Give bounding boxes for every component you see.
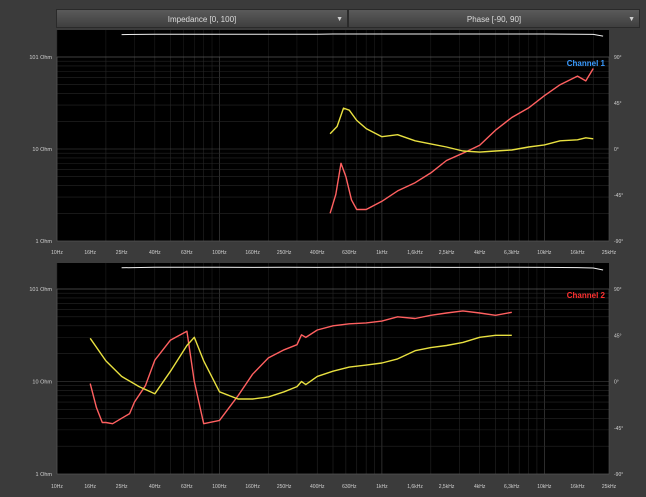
- frequency-tick-label: 25kHz: [602, 250, 617, 256]
- frequency-tick-label: 6,3kHz: [504, 484, 520, 490]
- frequency-tick-label: 16Hz: [84, 250, 96, 256]
- impedance-tick-label: 1 Ohm: [35, 472, 52, 478]
- impedance-tick-label: 10 Ohm: [32, 147, 52, 153]
- phase-dropdown[interactable]: Phase [-90, 90] ▼: [348, 9, 640, 28]
- frequency-tick-label: 250Hz: [277, 484, 292, 490]
- frequency-tick-label: 63Hz: [181, 484, 193, 490]
- frequency-tick-label: 400Hz: [310, 484, 325, 490]
- phase-tick-label: 0°: [614, 147, 619, 153]
- frequency-tick-label: 160Hz: [245, 250, 260, 256]
- impedance-tick-label: 101 Ohm: [29, 55, 52, 61]
- frequency-tick-label: 100Hz: [212, 250, 227, 256]
- plot-frame: [56, 56, 610, 242]
- frequency-tick-label: 40Hz: [149, 250, 161, 256]
- frequency-tick-label: 10kHz: [537, 484, 552, 490]
- phase-tick-label: 45°: [614, 101, 622, 107]
- phase-dropdown-label: Phase [-90, 90]: [466, 15, 522, 24]
- frequency-tick-label: 25Hz: [116, 250, 128, 256]
- frequency-tick-label: 630Hz: [342, 250, 357, 256]
- frequency-tick-label: 4kHz: [474, 250, 486, 256]
- coherence-curve: [121, 33, 604, 37]
- frequency-tick-label: 100Hz: [212, 484, 227, 490]
- frequency-tick-label: 250Hz: [277, 250, 292, 256]
- phase-curve: [329, 107, 594, 153]
- frequency-tick-label: 4kHz: [474, 484, 486, 490]
- frequency-tick-label: 25kHz: [602, 484, 617, 490]
- chevron-down-icon: ▼: [336, 16, 343, 23]
- frequency-tick-label: 1,6kHz: [407, 250, 423, 256]
- phase-tick-label: -90°: [614, 472, 623, 478]
- frequency-tick-label: 63Hz: [181, 250, 193, 256]
- frequency-tick-label: 6,3kHz: [504, 250, 520, 256]
- frequency-tick-label: 16kHz: [570, 484, 585, 490]
- frequency-tick-label: 630Hz: [342, 484, 357, 490]
- frequency-tick-label: 10Hz: [51, 250, 63, 256]
- phase-tick-label: 0°: [614, 380, 619, 386]
- frequency-tick-label: 400Hz: [310, 250, 325, 256]
- frequency-tick-label: 40Hz: [149, 484, 161, 490]
- channel-label: Channel 1: [567, 59, 606, 68]
- impedance-dropdown[interactable]: Impedance [0, 100] ▼: [56, 9, 348, 28]
- frequency-tick-label: 1kHz: [376, 250, 388, 256]
- frequency-tick-label: 25Hz: [116, 484, 128, 490]
- plot-frame: [56, 288, 610, 475]
- impedance-curve: [89, 310, 512, 425]
- phase-tick-label: -45°: [614, 426, 623, 432]
- phase-tick-label: 90°: [614, 287, 622, 293]
- phase-tick-label: -90°: [614, 239, 623, 245]
- coherence-curve: [121, 266, 604, 271]
- impedance-dropdown-label: Impedance [0, 100]: [167, 15, 237, 24]
- chevron-down-icon: ▼: [628, 16, 635, 23]
- impedance-tick-label: 101 Ohm: [29, 287, 52, 293]
- impedance-tick-label: 10 Ohm: [32, 380, 52, 386]
- phase-curve: [89, 334, 512, 400]
- phase-tick-label: -45°: [614, 193, 623, 199]
- frequency-tick-label: 16kHz: [570, 250, 585, 256]
- impedance-curve: [329, 68, 594, 214]
- impedance-tick-label: 1 Ohm: [35, 239, 52, 245]
- frequency-tick-label: 10Hz: [51, 484, 63, 490]
- frequency-tick-label: 1kHz: [376, 484, 388, 490]
- channel-label: Channel 2: [567, 291, 606, 300]
- phase-tick-label: 90°: [614, 55, 622, 61]
- frequency-tick-label: 10kHz: [537, 250, 552, 256]
- frequency-tick-label: 1,6kHz: [407, 484, 423, 490]
- frequency-tick-label: 2,5kHz: [439, 250, 455, 256]
- phase-tick-label: 45°: [614, 333, 622, 339]
- frequency-tick-label: 2,5kHz: [439, 484, 455, 490]
- frequency-tick-label: 160Hz: [245, 484, 260, 490]
- frequency-tick-label: 16Hz: [84, 484, 96, 490]
